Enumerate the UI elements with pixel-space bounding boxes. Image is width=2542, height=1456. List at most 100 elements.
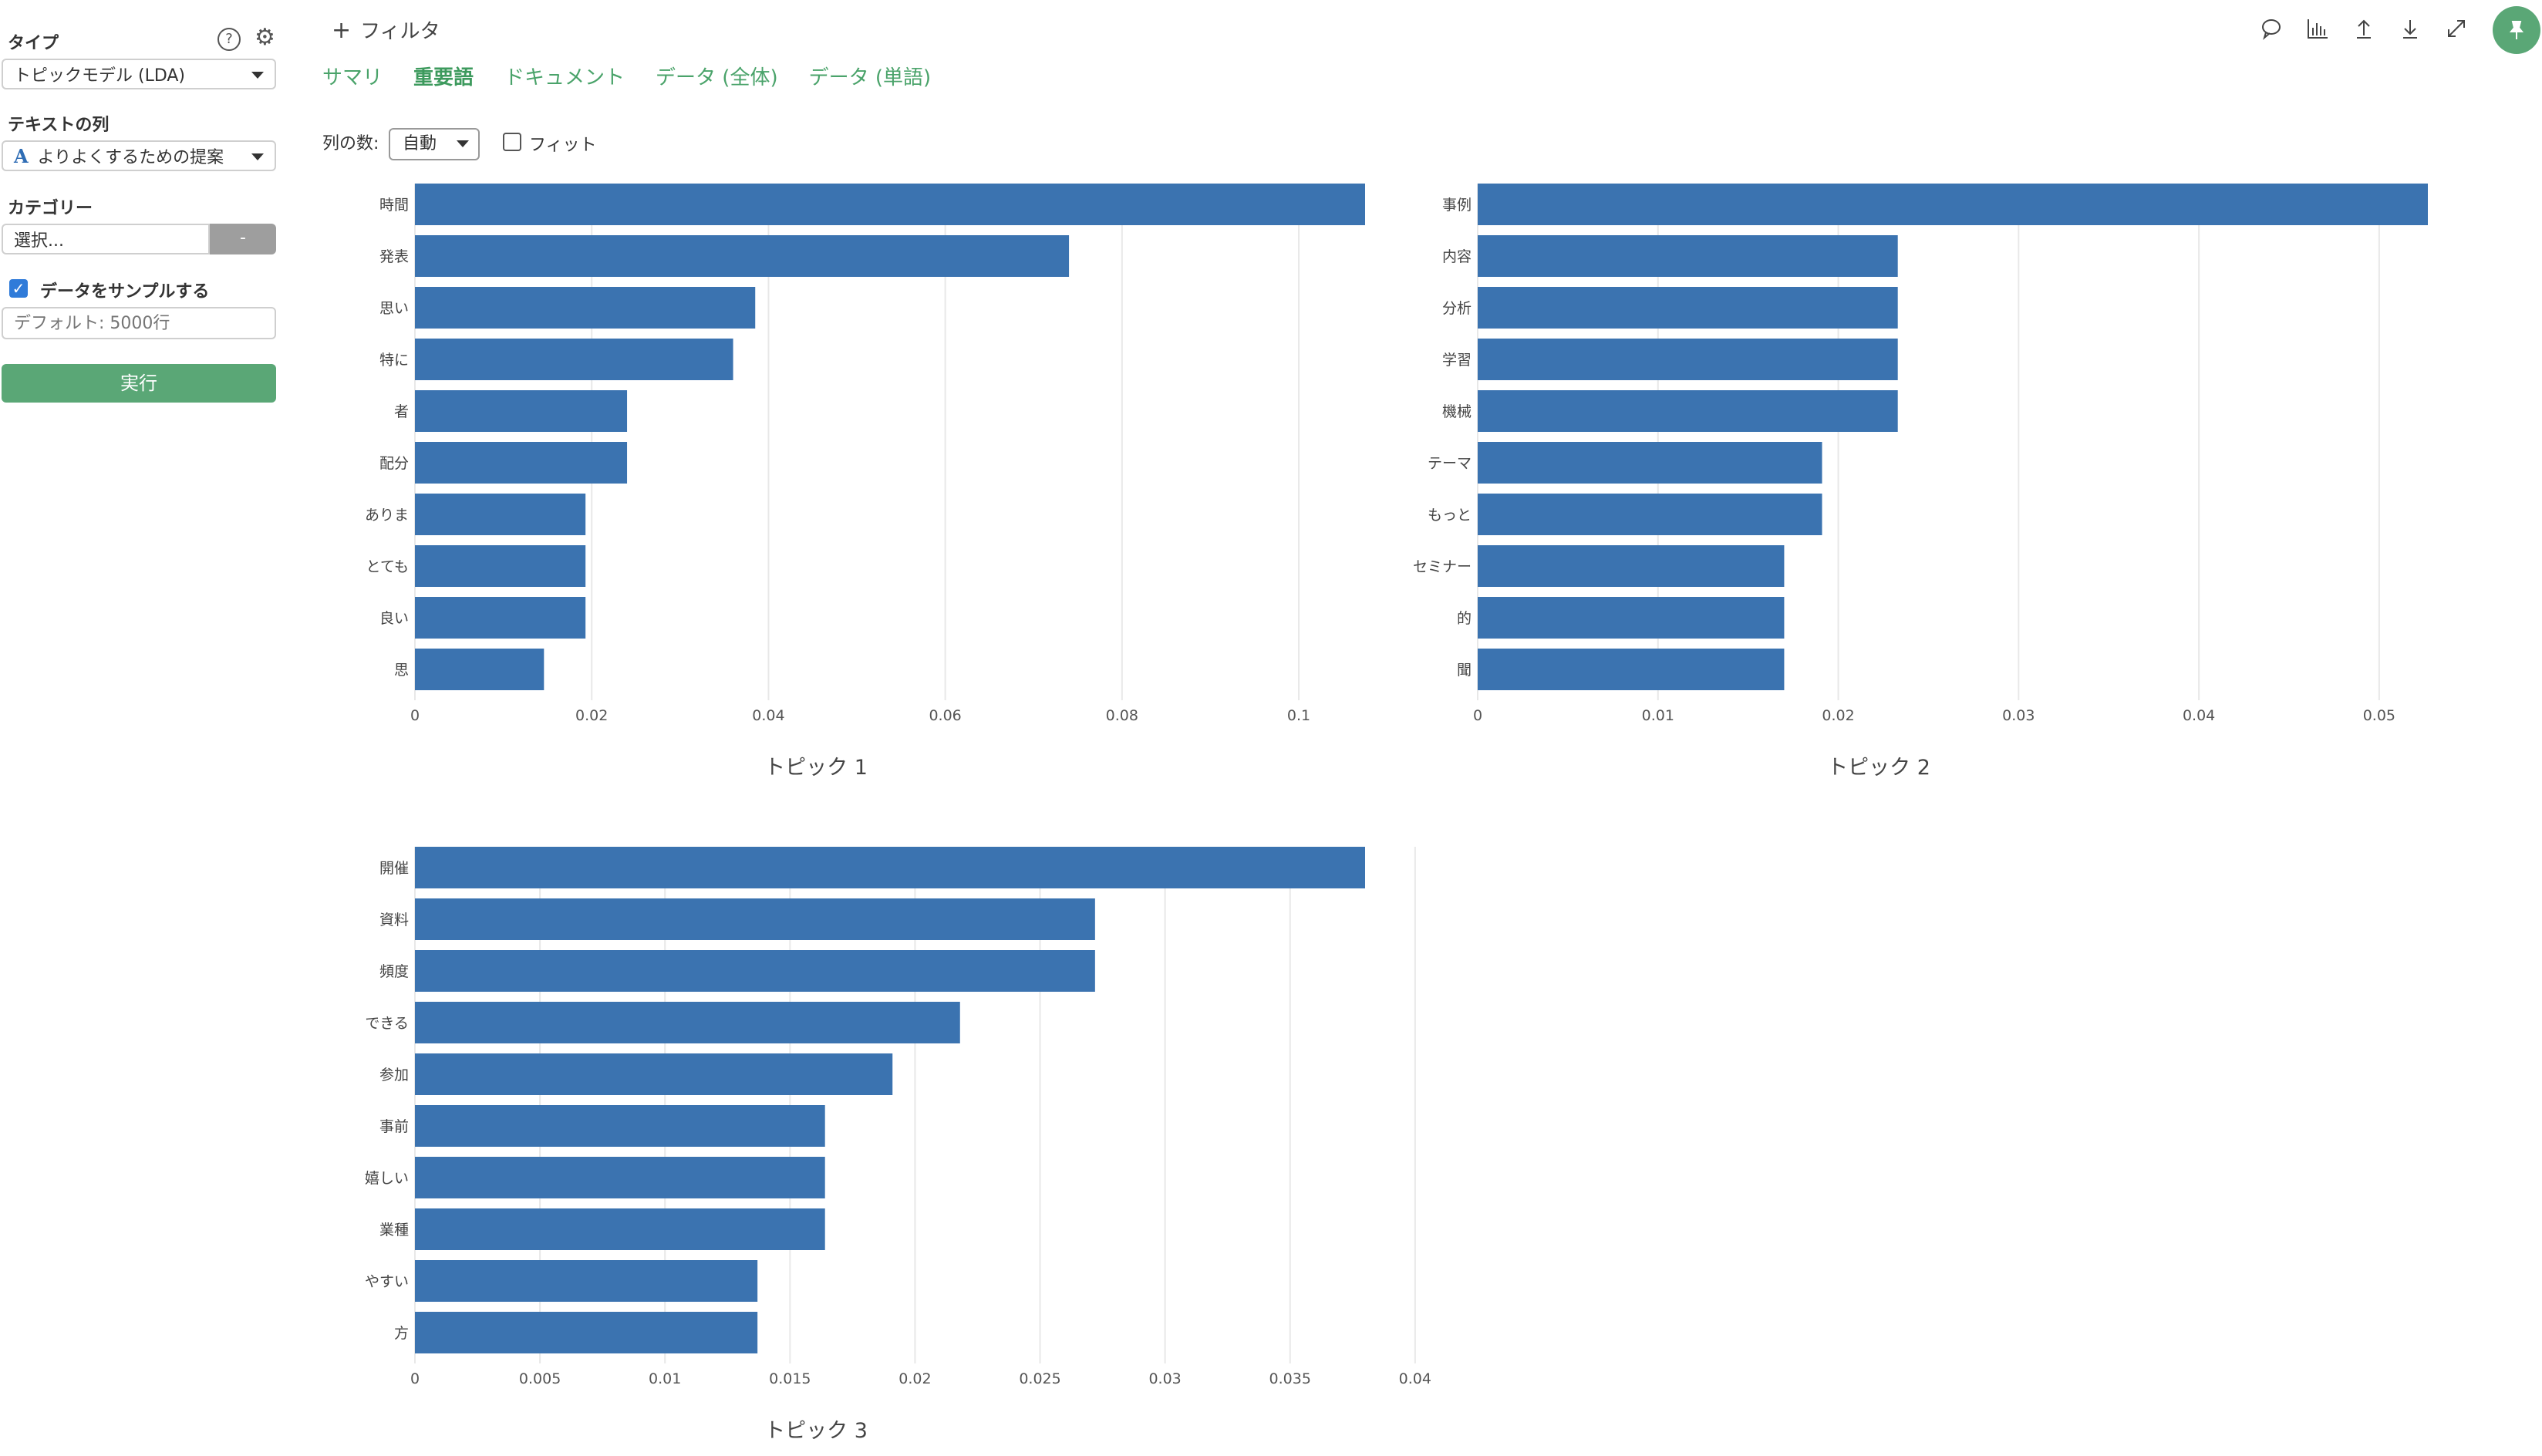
tick-label: 0.08 (1106, 707, 1138, 724)
category-label: カテゴリー (8, 199, 93, 218)
column-count-select[interactable]: 自動 (389, 128, 480, 160)
tick-label: 0 (410, 707, 420, 724)
category-label: 思 (394, 662, 409, 679)
tick-label: 0.02 (575, 707, 608, 724)
sample-checkbox[interactable]: ✓ (9, 279, 28, 298)
category-label: 時間 (379, 197, 409, 214)
bar[interactable] (415, 1053, 893, 1095)
bar[interactable] (1478, 235, 1898, 277)
tick-label: 0.025 (1019, 1370, 1060, 1387)
category-select[interactable]: 選択... (2, 224, 210, 254)
tick-label: 0.035 (1269, 1370, 1311, 1387)
fit-label: フィット (529, 136, 597, 155)
filter-label: フィルタ (360, 20, 440, 43)
category-label: 開催 (379, 860, 409, 877)
text-column-value: よりよくするための提案 (37, 148, 224, 167)
category-label: もっと (1428, 507, 1472, 524)
chart-title: トピック 2 (1827, 756, 1930, 780)
tick-label: 0 (1473, 707, 1482, 724)
type-label: タイプ (8, 34, 59, 53)
bar[interactable] (415, 847, 1365, 888)
category-label: 機械 (1442, 403, 1472, 420)
bar[interactable] (415, 235, 1070, 277)
fit-checkbox[interactable] (503, 133, 521, 151)
tick-label: 0.02 (1822, 707, 1854, 724)
bar[interactable] (415, 442, 628, 484)
tab-data-all[interactable]: データ (全体) (656, 66, 778, 89)
bar[interactable] (415, 287, 756, 329)
bar[interactable] (415, 1002, 960, 1043)
comment-icon[interactable] (2260, 17, 2283, 46)
category-label: 分析 (1442, 300, 1472, 317)
tick-label: 0.015 (769, 1370, 811, 1387)
tick-label: 0.01 (1642, 707, 1674, 724)
bar[interactable] (1478, 545, 1785, 587)
bar[interactable] (1478, 287, 1898, 329)
add-filter-button[interactable]: + フィルタ (332, 15, 440, 44)
category-label: 頻度 (379, 963, 409, 980)
category-label: 配分 (379, 455, 409, 472)
sample-size-input[interactable] (2, 307, 276, 339)
bar[interactable] (415, 950, 1095, 992)
help-icon[interactable]: ? (217, 28, 241, 51)
bar[interactable] (1478, 442, 1822, 484)
tick-label: 0.04 (2183, 707, 2215, 724)
pin-icon[interactable] (2493, 6, 2540, 54)
bar[interactable] (1478, 184, 2428, 225)
type-select-value: トピックモデル (LDA) (14, 66, 186, 86)
bar[interactable] (415, 390, 628, 432)
bar[interactable] (415, 1157, 825, 1198)
tick-label: 0.03 (1148, 1370, 1181, 1387)
tab-documents[interactable]: ドキュメント (504, 66, 625, 89)
bar[interactable] (1478, 339, 1898, 380)
bar[interactable] (415, 545, 586, 587)
category-label: やすい (365, 1273, 409, 1290)
bar[interactable] (1478, 597, 1785, 639)
bar[interactable] (415, 1105, 825, 1147)
category-label: 資料 (379, 912, 409, 929)
bar[interactable] (415, 339, 733, 380)
category-label: テーマ (1428, 455, 1472, 472)
category-label: 事前 (379, 1118, 409, 1135)
tab-summary[interactable]: サマリ (322, 66, 383, 89)
plus-icon: + (332, 17, 352, 44)
text-type-icon: A (14, 144, 29, 167)
bar[interactable] (415, 1208, 825, 1250)
category-label: 聞 (1457, 662, 1472, 679)
tick-label: 0.02 (898, 1370, 931, 1387)
category-label: 者 (394, 403, 409, 420)
tick-label: 0.04 (752, 707, 784, 724)
view-tabs: サマリ 重要語 ドキュメント データ (全体) データ (単語) (322, 62, 931, 90)
bar[interactable] (415, 898, 1095, 940)
bar[interactable] (415, 1312, 758, 1353)
bar[interactable] (1478, 390, 1898, 432)
chart-icon[interactable] (2306, 17, 2329, 46)
bar[interactable] (1478, 649, 1785, 690)
category-label: セミナー (1413, 558, 1472, 575)
chevron-down-icon (251, 153, 264, 160)
category-label: 学習 (1442, 352, 1472, 369)
tab-keywords[interactable]: 重要語 (413, 66, 474, 89)
bar[interactable] (415, 597, 586, 639)
bar[interactable] (415, 494, 586, 535)
tick-label: 0.1 (1287, 707, 1310, 724)
bar[interactable] (1478, 494, 1822, 535)
bar[interactable] (415, 1260, 758, 1302)
settings-icon[interactable]: ⚙ (255, 24, 275, 51)
run-button[interactable]: 実行 (2, 364, 276, 403)
category-clear-button[interactable]: - (210, 224, 276, 254)
bar[interactable] (415, 184, 1365, 225)
category-label: 業種 (379, 1222, 409, 1239)
type-select[interactable]: トピックモデル (LDA) (2, 59, 276, 89)
bar[interactable] (415, 649, 544, 690)
tab-data-words[interactable]: データ (単語) (808, 66, 932, 89)
download-icon[interactable] (2399, 17, 2422, 46)
text-column-select[interactable]: A よりよくするための提案 (2, 140, 276, 171)
category-label: 参加 (379, 1067, 409, 1084)
expand-icon[interactable] (2445, 17, 2468, 46)
upload-icon[interactable] (2352, 17, 2375, 46)
category-label: 特に (379, 352, 409, 369)
category-label: 方 (394, 1325, 409, 1342)
